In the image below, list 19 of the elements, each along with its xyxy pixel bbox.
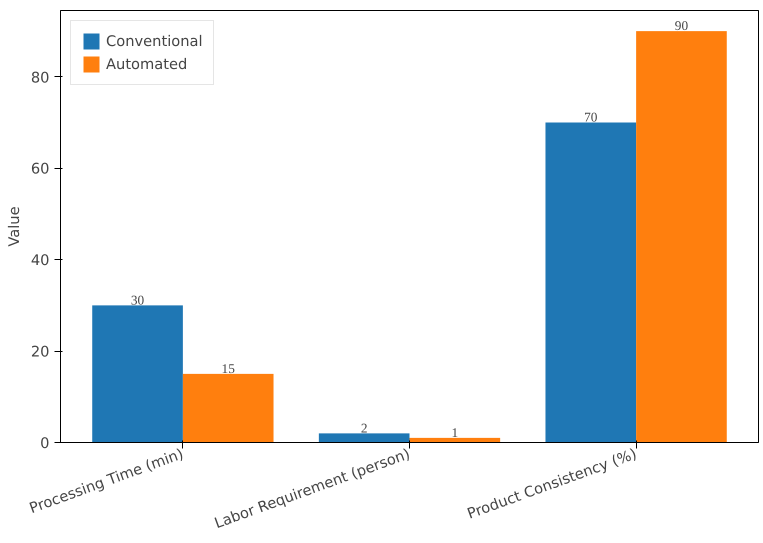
y-tick-label: 60 (30, 160, 50, 178)
bar (182, 374, 274, 442)
data-label: 15 (222, 360, 236, 376)
data-label: 70 (584, 110, 598, 124)
y-tick-label: 0 (40, 435, 50, 452)
y-tick-label: 80 (30, 69, 50, 86)
data-label: 2 (360, 420, 368, 436)
data-label: 1 (451, 424, 458, 440)
y-tick-label: 40 (30, 252, 50, 270)
legend-label: Conventional (106, 32, 203, 50)
bar (318, 433, 410, 442)
bar (545, 122, 636, 442)
y-tick-label: 20 (30, 344, 50, 361)
data-label: 30 (130, 292, 145, 308)
data-label: 90 (674, 18, 688, 34)
bar (92, 305, 183, 442)
legend-label: Automated (106, 56, 188, 72)
y-axis-title: Value (6, 206, 23, 247)
bar (636, 31, 727, 442)
